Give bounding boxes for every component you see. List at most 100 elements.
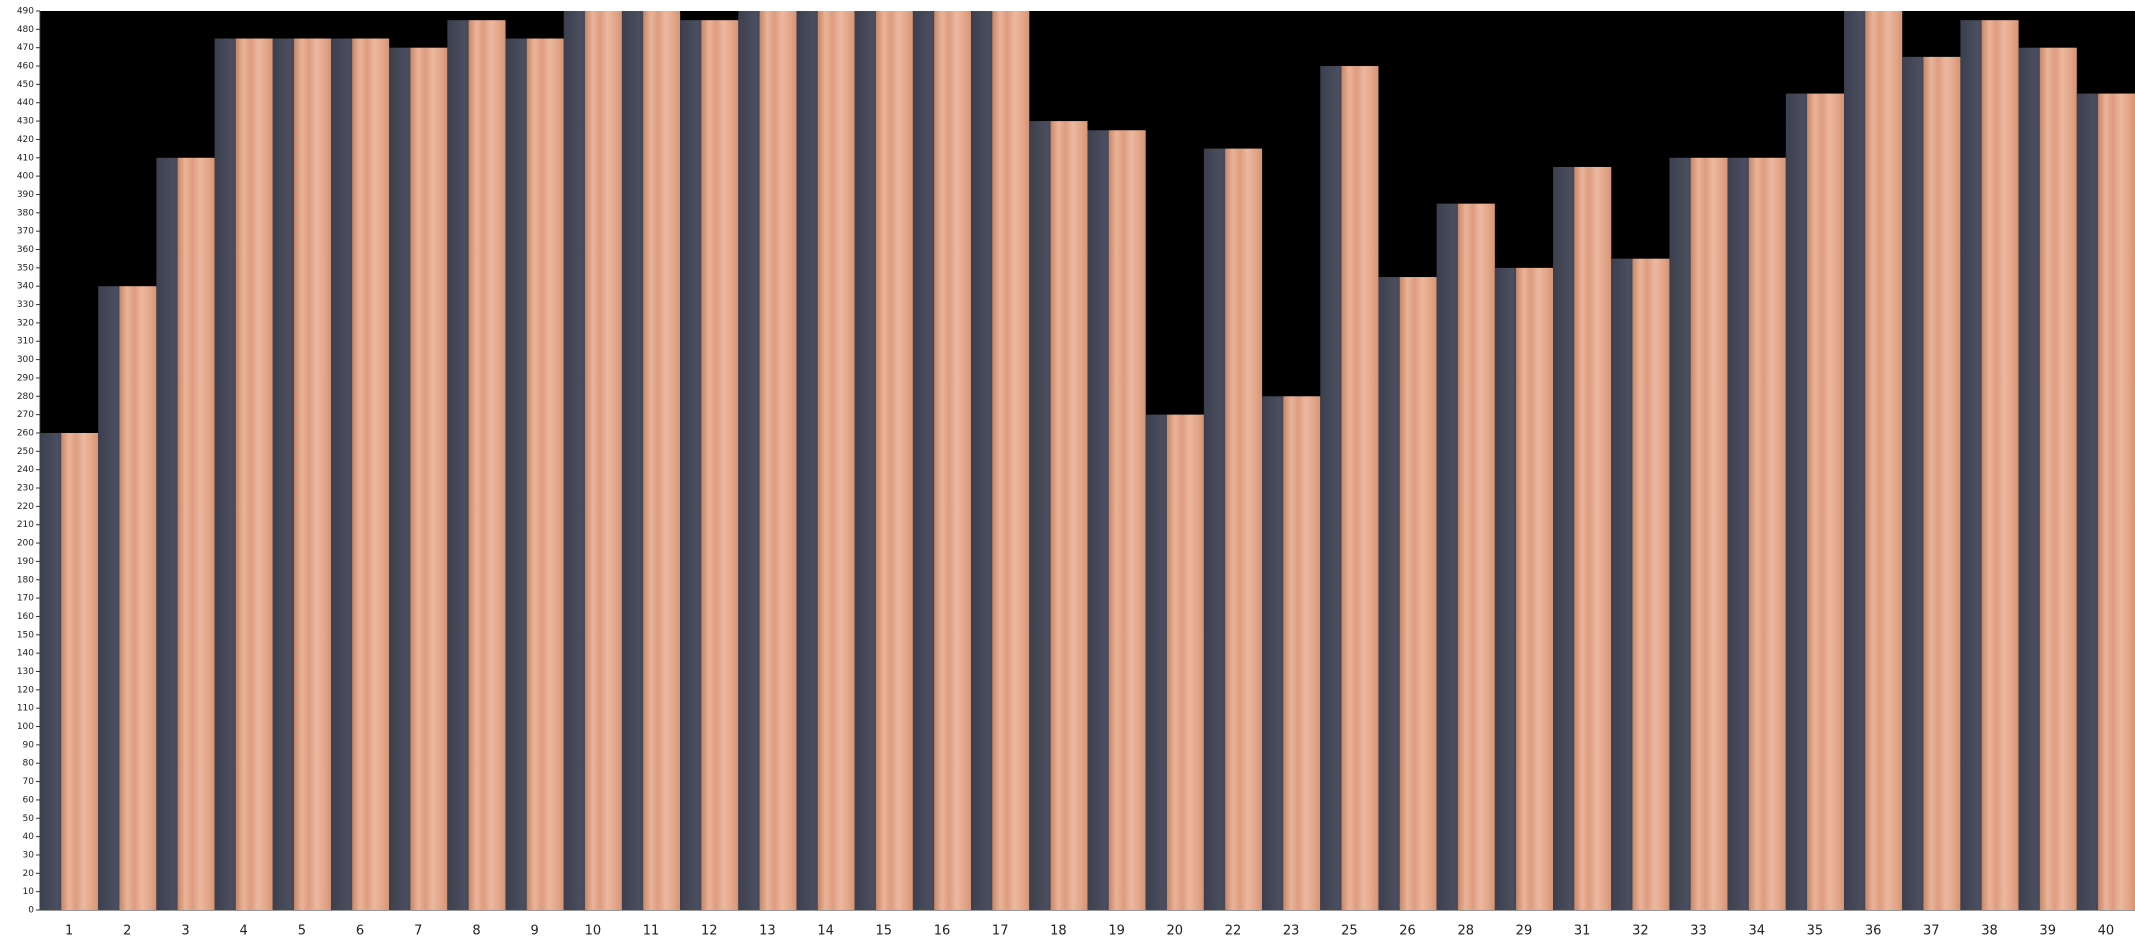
board xyxy=(156,157,215,910)
x-tick-label: 35 xyxy=(1807,924,1824,939)
x-tick-label: 18 xyxy=(1050,924,1067,939)
x-tick-label: 10 xyxy=(585,924,602,939)
x-tick-label: 8 xyxy=(472,924,480,939)
y-tick-label: 390 xyxy=(17,190,34,200)
board xyxy=(40,432,99,910)
y-tick-label: 210 xyxy=(17,520,34,530)
x-tick-label: 11 xyxy=(643,924,660,939)
y-tick-label: 150 xyxy=(17,630,34,640)
y-tick-label: 110 xyxy=(17,704,34,714)
board xyxy=(912,11,972,910)
x-tick-label: 3 xyxy=(181,924,189,939)
x-tick-label: 6 xyxy=(356,924,364,939)
y-tick-label: 0 xyxy=(28,906,34,916)
y-tick-label: 490 xyxy=(17,7,34,17)
board xyxy=(1785,93,1845,911)
y-tick-label: 40 xyxy=(23,832,35,842)
y-tick-label: 30 xyxy=(23,850,35,860)
y-tick-label: 330 xyxy=(17,300,34,310)
board xyxy=(1960,20,2019,911)
x-tick-label: 2 xyxy=(123,924,131,939)
y-tick-label: 80 xyxy=(23,759,35,769)
board xyxy=(330,38,390,911)
x-tick-label: 39 xyxy=(2039,924,2056,939)
x-tick-label: 17 xyxy=(992,924,1009,939)
y-tick-label: 160 xyxy=(17,612,34,622)
y-tick-label: 310 xyxy=(17,337,34,347)
board xyxy=(1669,157,1728,910)
board xyxy=(680,20,739,911)
board xyxy=(1262,396,1321,910)
y-tick-label: 470 xyxy=(17,43,34,53)
board xyxy=(1203,148,1263,910)
board xyxy=(98,286,157,910)
x-tick-label: 4 xyxy=(240,924,248,939)
y-tick-label: 70 xyxy=(23,777,35,787)
x-tick-label: 13 xyxy=(759,924,776,939)
y-tick-label: 320 xyxy=(17,318,34,328)
x-tick-label: 19 xyxy=(1108,924,1125,939)
board xyxy=(1553,166,1612,910)
x-tick-label: 15 xyxy=(876,924,893,939)
x-tick-label: 5 xyxy=(298,924,306,939)
y-tick-label: 20 xyxy=(23,869,35,879)
board xyxy=(1378,277,1437,910)
y-tick-label: 430 xyxy=(17,117,34,127)
board xyxy=(1494,267,1554,910)
x-tick-label: 36 xyxy=(1865,924,1882,939)
x-tick-label: 38 xyxy=(1981,924,1998,939)
y-tick-label: 90 xyxy=(23,740,35,750)
y-tick-label: 200 xyxy=(17,539,34,549)
y-tick-label: 290 xyxy=(17,373,34,383)
y-tick-label: 350 xyxy=(17,263,34,273)
x-tick-label: 40 xyxy=(2098,924,2115,939)
y-tick-label: 50 xyxy=(23,814,35,824)
board xyxy=(505,38,564,911)
x-tick-label: 23 xyxy=(1283,924,1300,939)
x-tick-label: 16 xyxy=(934,924,951,939)
y-tick-label: 300 xyxy=(17,355,34,365)
board xyxy=(796,11,855,910)
y-tick-label: 340 xyxy=(17,282,34,292)
y-tick-label: 190 xyxy=(17,557,34,567)
x-tick-label: 14 xyxy=(817,924,834,939)
board xyxy=(214,38,273,911)
board xyxy=(1844,11,1903,910)
x-tick-label: 28 xyxy=(1457,924,1474,939)
board xyxy=(1320,66,1379,910)
y-tick-label: 100 xyxy=(17,722,34,732)
x-tick-label: 33 xyxy=(1690,924,1707,939)
board xyxy=(272,38,331,911)
y-tick-label: 370 xyxy=(17,227,34,237)
x-tick-label: 32 xyxy=(1632,924,1649,939)
board xyxy=(738,11,797,910)
board xyxy=(854,11,913,910)
y-tick-label: 130 xyxy=(17,667,34,677)
y-tick-label: 410 xyxy=(17,153,34,163)
board xyxy=(1145,414,1204,910)
y-tick-label: 440 xyxy=(17,98,34,108)
y-tick-label: 240 xyxy=(17,465,34,475)
board xyxy=(971,11,1030,910)
y-tick-label: 250 xyxy=(17,447,34,457)
y-tick-label: 460 xyxy=(17,62,34,72)
x-tick-label: 20 xyxy=(1167,924,1184,939)
board xyxy=(1902,56,1961,910)
y-tick-label: 10 xyxy=(23,887,35,897)
x-tick-label: 29 xyxy=(1516,924,1533,939)
y-tick-label: 270 xyxy=(17,410,34,420)
board xyxy=(447,20,506,911)
x-tick-label: 31 xyxy=(1574,924,1591,939)
y-tick-label: 180 xyxy=(17,575,34,585)
y-tick-label: 450 xyxy=(17,80,34,90)
y-tick-label: 380 xyxy=(17,208,34,218)
y-tick-label: 400 xyxy=(17,172,34,182)
y-tick-label: 60 xyxy=(23,795,35,805)
board xyxy=(389,47,448,911)
board xyxy=(1087,130,1146,910)
board xyxy=(2018,47,2077,911)
y-tick-label: 420 xyxy=(17,135,34,145)
board xyxy=(621,11,681,910)
y-tick-label: 230 xyxy=(17,484,34,494)
y-tick-label: 120 xyxy=(17,685,34,695)
